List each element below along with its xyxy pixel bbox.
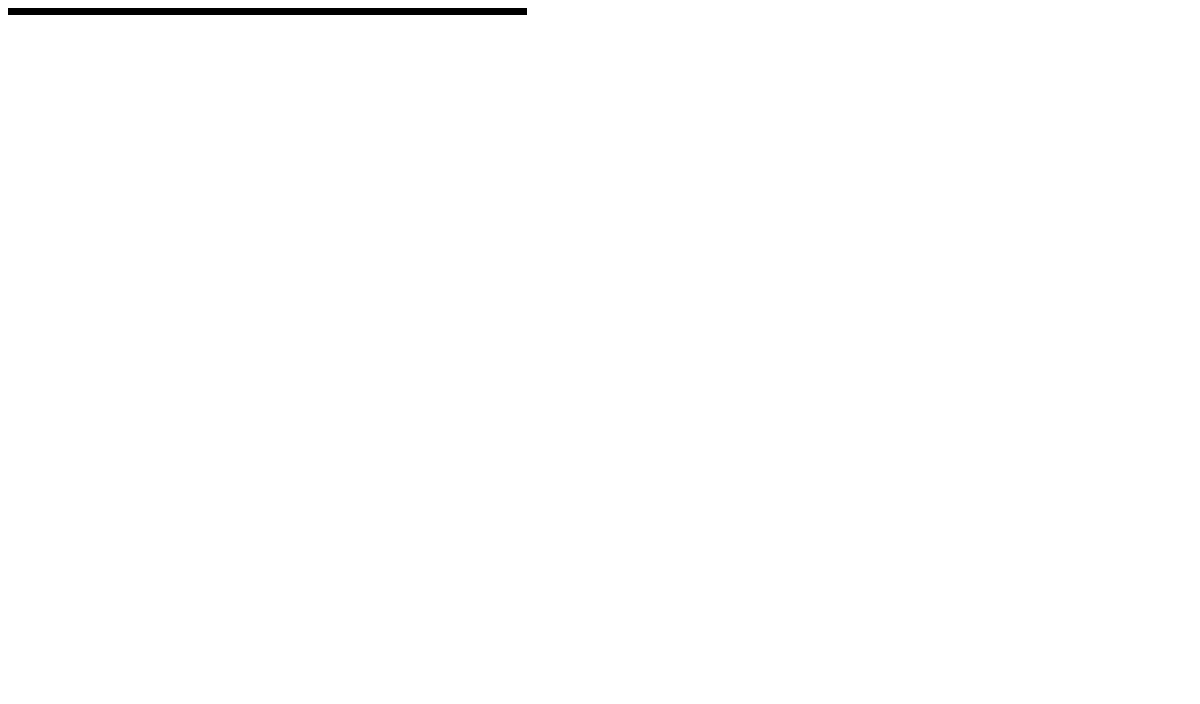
wti-end-annotation xyxy=(280,115,494,128)
title-rule xyxy=(8,8,527,15)
brent-end-annotation xyxy=(830,119,1044,132)
